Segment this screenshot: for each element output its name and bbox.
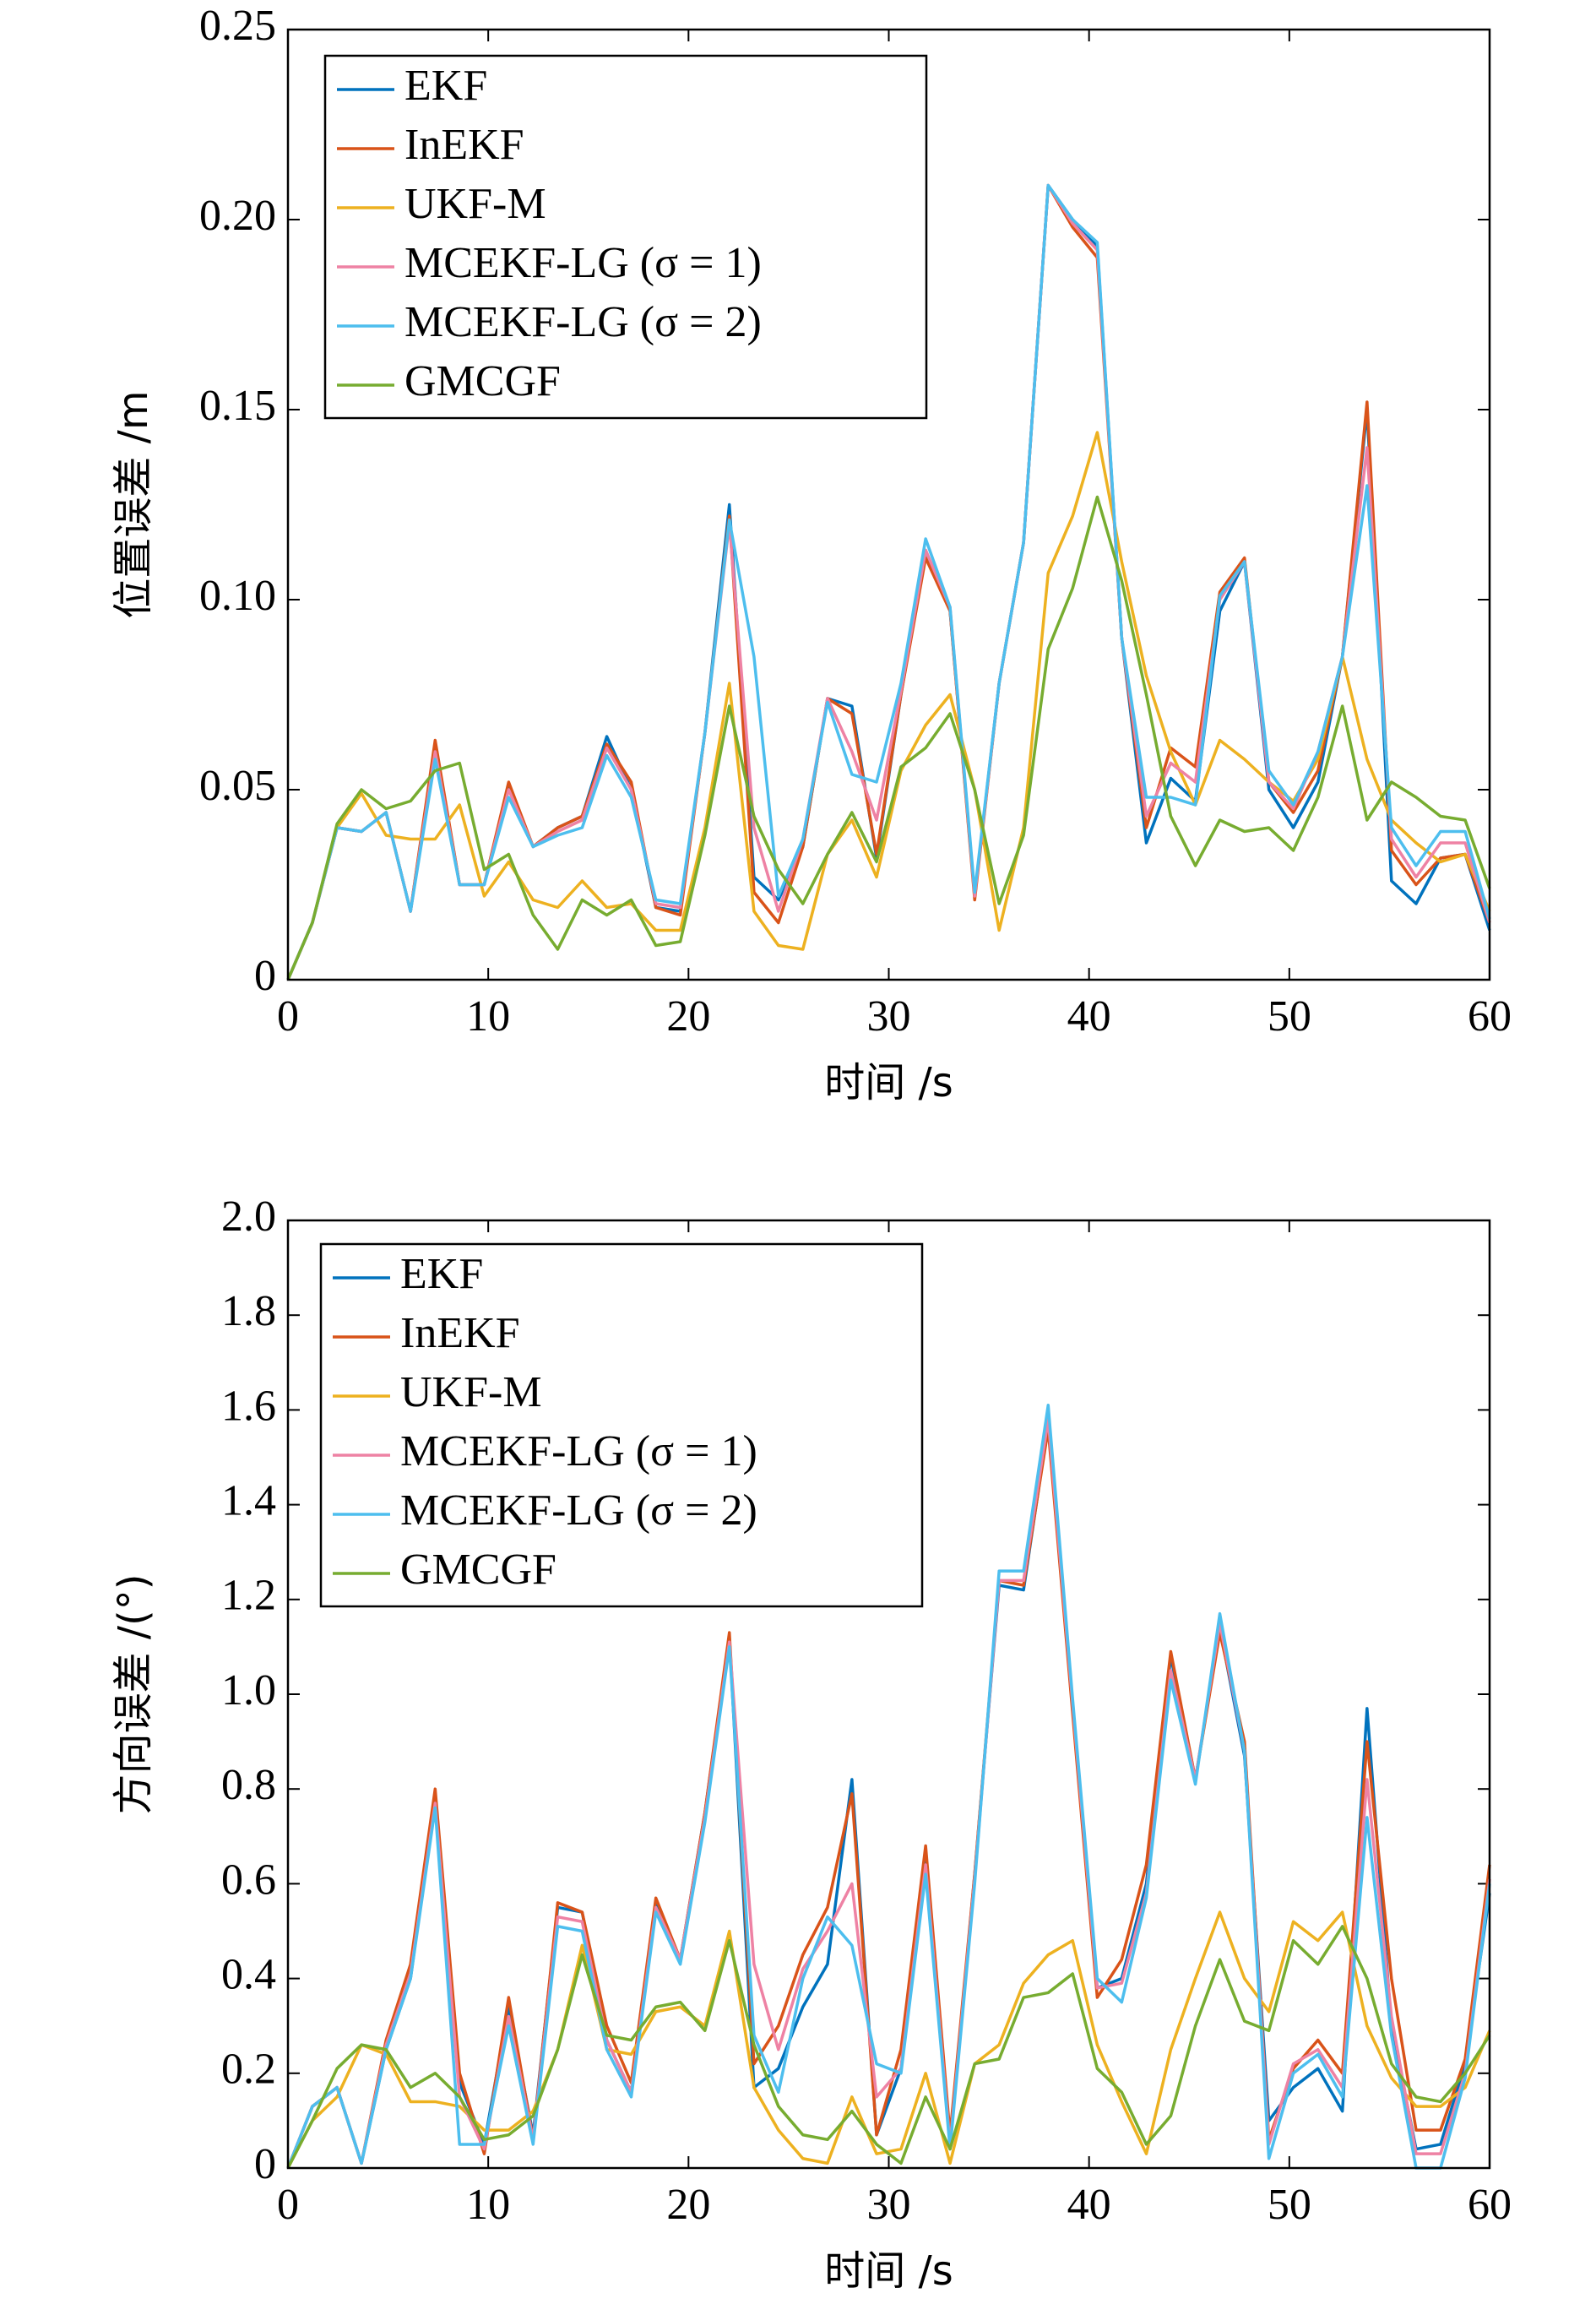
legend-box bbox=[319, 1242, 924, 1608]
x-tick-label: 20 bbox=[666, 992, 710, 1041]
legend-label: InEKF bbox=[404, 121, 524, 169]
data-line bbox=[286, 495, 1491, 981]
data-line bbox=[286, 183, 1491, 981]
plot-frame bbox=[286, 28, 1491, 981]
x-tick-label: 40 bbox=[1067, 992, 1111, 1041]
legend-label: InEKF bbox=[400, 1309, 520, 1357]
x-tick-label: 40 bbox=[1067, 2181, 1111, 2229]
y-tick-label: 0.25 bbox=[199, 2, 276, 50]
y-axis-label: 方向误差 /(°) bbox=[110, 1574, 157, 1815]
x-tick-label: 60 bbox=[1468, 992, 1512, 1041]
legend-label: MCEKF-LG (σ = 1) bbox=[404, 239, 762, 287]
x-tick-label: 50 bbox=[1268, 2181, 1311, 2229]
x-tick-label: 10 bbox=[466, 992, 510, 1041]
data-line bbox=[286, 1925, 1491, 2169]
y-tick-label: 0.4 bbox=[221, 1951, 276, 1999]
y-tick-label: 0.10 bbox=[199, 572, 276, 620]
x-tick-label: 50 bbox=[1268, 992, 1311, 1041]
x-tick-label: 0 bbox=[277, 992, 299, 1041]
plot-frame bbox=[286, 1219, 1491, 2170]
x-axis-label: 时间 /s bbox=[824, 1059, 953, 1106]
x-tick-label: 20 bbox=[666, 2181, 710, 2229]
legend-label: GMCGF bbox=[404, 357, 561, 405]
y-tick-label: 1.6 bbox=[221, 1382, 276, 1430]
legend-label: GMCGF bbox=[400, 1546, 556, 1594]
x-axis-label: 时间 /s bbox=[824, 2247, 953, 2295]
x-tick-label: 0 bbox=[277, 2181, 299, 2229]
y-tick-label: 0 bbox=[254, 2140, 276, 2188]
y-tick-label: 0.8 bbox=[221, 1761, 276, 1809]
y-axis-label: 位置误差 /m bbox=[110, 390, 157, 618]
y-tick-label: 0 bbox=[254, 952, 276, 1000]
y-tick-label: 2.0 bbox=[221, 1193, 276, 1241]
y-tick-label: 1.2 bbox=[221, 1572, 276, 1620]
y-tick-label: 1.8 bbox=[221, 1287, 276, 1335]
legend-label: MCEKF-LG (σ = 2) bbox=[404, 298, 762, 346]
y-tick-label: 1.4 bbox=[221, 1477, 276, 1525]
legend-box bbox=[323, 54, 928, 420]
legend-label: UKF-M bbox=[400, 1368, 542, 1416]
y-tick-label: 0.20 bbox=[199, 192, 276, 240]
y-tick-label: 0.2 bbox=[221, 2046, 276, 2094]
y-tick-label: 0.05 bbox=[199, 762, 276, 810]
y-tick-label: 0.6 bbox=[221, 1856, 276, 1904]
x-tick-label: 30 bbox=[867, 2181, 911, 2229]
legend-label: MCEKF-LG (σ = 1) bbox=[400, 1427, 757, 1475]
x-tick-label: 60 bbox=[1468, 2181, 1512, 2229]
x-tick-label: 10 bbox=[466, 2181, 510, 2229]
legend-label: MCEKF-LG (σ = 2) bbox=[400, 1486, 757, 1535]
legend-label: UKF-M bbox=[404, 180, 546, 228]
y-tick-label: 0.15 bbox=[199, 382, 276, 430]
y-tick-label: 1.0 bbox=[221, 1666, 276, 1714]
legend-label: EKF bbox=[400, 1250, 483, 1298]
x-tick-label: 30 bbox=[867, 992, 911, 1041]
legend-label: EKF bbox=[404, 62, 487, 110]
data-line bbox=[286, 1404, 1491, 2170]
